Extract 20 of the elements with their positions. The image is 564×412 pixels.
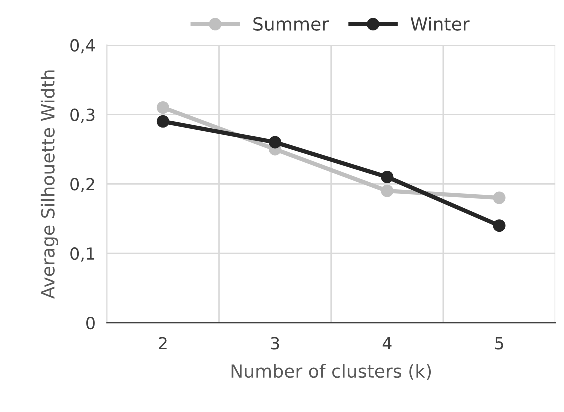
point xyxy=(156,102,170,114)
x-tick-label: 5 xyxy=(495,337,504,350)
point xyxy=(156,115,170,128)
point xyxy=(493,220,506,232)
x-tick-label: 2 xyxy=(159,337,167,350)
legend-label: Summer xyxy=(254,17,330,31)
point xyxy=(269,136,282,149)
y-axis-title: Average Silhouette Width xyxy=(40,70,58,299)
y-tick-label: 0,1 xyxy=(70,248,95,262)
x-axis-title: Number of clusters (k) xyxy=(232,364,432,380)
point xyxy=(381,184,394,198)
y-tick-label: 0 xyxy=(86,316,95,330)
y-tick-label: 0,4 xyxy=(70,39,96,54)
point xyxy=(381,170,394,184)
y-tick-label: 0,3 xyxy=(70,108,95,124)
legend-label: Winter xyxy=(410,17,470,31)
point xyxy=(493,192,506,204)
y-tick-label: 0,2 xyxy=(70,178,94,192)
x-tick-label: 4 xyxy=(382,337,392,350)
x-tick-label: 3 xyxy=(271,337,280,350)
